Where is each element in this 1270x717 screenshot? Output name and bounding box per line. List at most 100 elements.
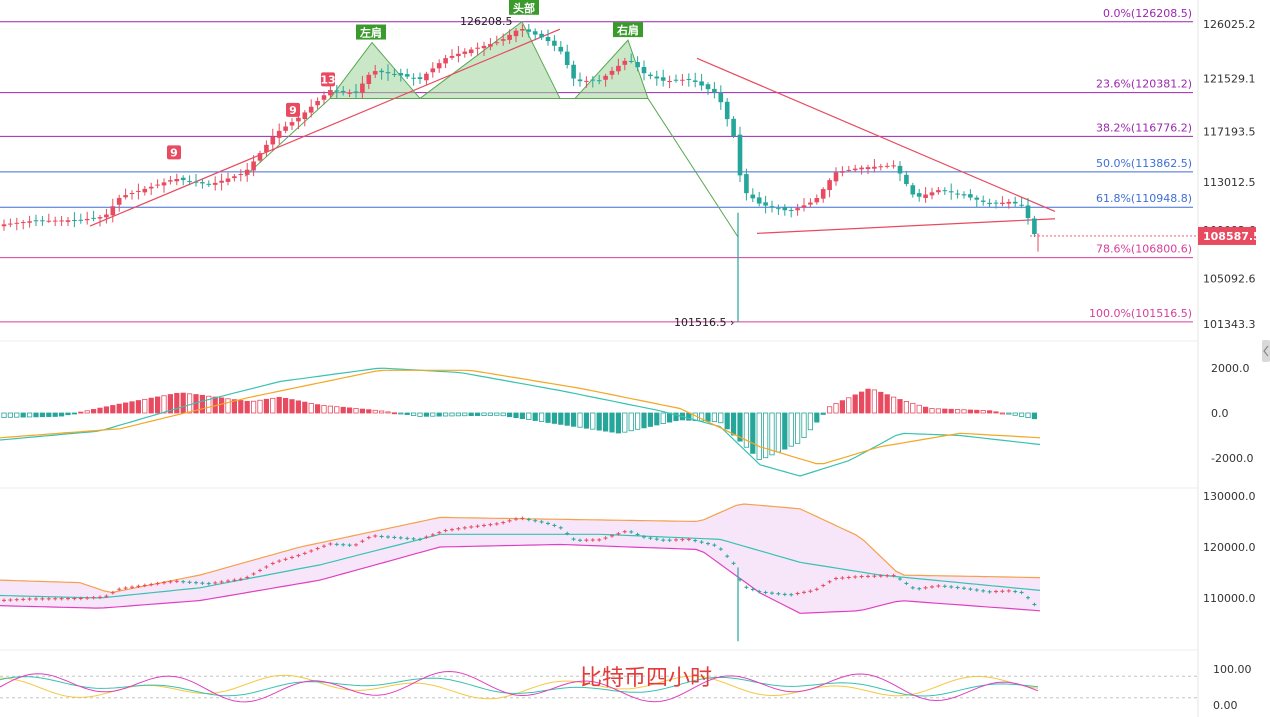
kdj-d-line <box>0 676 1039 697</box>
candle-body <box>411 77 416 79</box>
macd-histogram-bar <box>795 412 801 444</box>
boll-middle-line <box>0 533 1041 599</box>
macd-histogram-bar <box>731 412 737 436</box>
macd-histogram-bar <box>814 412 820 423</box>
candle-body <box>590 79 596 81</box>
macd-histogram-bar <box>967 409 974 414</box>
macd-histogram-bar <box>334 406 340 414</box>
candle-body <box>129 193 135 195</box>
macd-histogram-bar <box>859 391 865 414</box>
candle-body <box>8 223 13 225</box>
macd-histogram-bar <box>711 412 718 423</box>
candle-body <box>296 117 301 122</box>
kdj-panel: 比特币四小时 <box>0 666 1198 703</box>
candle-body <box>769 206 775 208</box>
macd-histogram-bar <box>372 409 378 414</box>
candle-body <box>552 40 557 46</box>
fib-level-label: 38.2%(116776.2) <box>1096 121 1192 134</box>
candle-body <box>33 220 39 222</box>
candle-body <box>110 206 116 216</box>
macd-histogram-bar <box>852 394 858 414</box>
candle-body <box>712 88 717 93</box>
candle-body <box>603 75 608 80</box>
candle-body <box>596 80 602 82</box>
macd-histogram-bar <box>366 409 372 414</box>
macd-histogram-bar <box>391 412 398 415</box>
scroll-handle[interactable] <box>1262 340 1270 362</box>
candle-body <box>123 195 128 198</box>
macd-histogram-bar <box>532 412 538 421</box>
macd-histogram-bar <box>1 412 7 418</box>
macd-panel <box>0 367 1041 477</box>
macd-histogram-bar <box>481 412 487 416</box>
macd-histogram-bar <box>506 412 513 418</box>
candle-body <box>993 202 999 204</box>
macd-histogram-bar <box>110 405 116 414</box>
candle-body <box>942 190 948 192</box>
candle-body <box>916 193 922 197</box>
candle-body <box>360 83 365 93</box>
left-shoulder-label-bg <box>356 24 386 40</box>
resistance-trendline <box>696 57 1056 213</box>
candle-body <box>788 209 794 211</box>
candle-body <box>14 222 20 224</box>
candle-body <box>852 168 858 171</box>
macd-histogram-bar <box>26 412 33 418</box>
candle-body <box>955 193 960 195</box>
macd-histogram-bar <box>314 404 321 414</box>
candle-body <box>680 79 685 81</box>
candle-body <box>1012 201 1018 204</box>
candle-body <box>750 194 756 199</box>
boll-axis-tick: 120000.0 <box>1203 541 1256 554</box>
candle-body <box>1032 218 1037 235</box>
macd-histogram-bar <box>846 397 852 414</box>
macd-histogram-bar <box>807 412 814 431</box>
macd-histogram-bar <box>257 399 263 414</box>
head-label: 头部 <box>513 1 535 15</box>
macd-histogram-bar <box>378 410 385 414</box>
macd-histogram-bar <box>84 410 90 414</box>
candle-body <box>430 68 436 73</box>
lower-trendline <box>756 218 1056 234</box>
macd-histogram-bar <box>545 412 551 423</box>
candle-body <box>462 51 468 54</box>
candle-body <box>571 64 576 79</box>
candle-body <box>507 34 512 40</box>
macd-histogram-bar <box>942 408 948 414</box>
candle-body <box>174 178 180 182</box>
macd-histogram-bar <box>161 395 167 414</box>
boll-band-fill <box>0 504 1040 614</box>
support-trendline <box>89 28 561 227</box>
candle-body <box>526 29 532 32</box>
candle-body <box>168 180 173 182</box>
macd-histogram-bar <box>833 403 839 414</box>
chevron-left-icon[interactable] <box>1263 345 1269 357</box>
macd-histogram-bar <box>321 405 327 414</box>
macd-histogram-bar <box>955 409 961 414</box>
candle-body <box>488 44 493 47</box>
candle-body <box>628 60 634 62</box>
candle-body <box>948 191 954 193</box>
candle-body <box>622 60 628 65</box>
candle-body <box>756 197 762 204</box>
macd-histogram-bar <box>71 412 77 415</box>
macd-histogram-bar <box>410 412 417 416</box>
candle-body <box>104 214 109 218</box>
macd-histogram-bar <box>871 389 878 414</box>
macd-histogram-bar <box>910 402 916 414</box>
macd-histogram-bar <box>1019 412 1025 417</box>
boll-upper-line <box>0 503 1041 594</box>
macd-histogram-bar <box>654 412 660 426</box>
macd-histogram-bar <box>295 400 302 414</box>
macd-histogram-bar <box>1031 412 1037 420</box>
macd-histogram-bar <box>231 399 237 414</box>
macd-histogram-bar <box>526 412 532 420</box>
td-count-label: 9 <box>289 104 297 117</box>
current-price-badge <box>1198 226 1256 245</box>
candle-body <box>97 217 103 219</box>
candle-body <box>244 169 250 175</box>
candle-body <box>795 208 800 211</box>
candle-body <box>532 31 538 35</box>
fib-level-label: 50.0%(113862.5) <box>1096 157 1192 170</box>
macd-histogram-bar <box>186 393 193 414</box>
